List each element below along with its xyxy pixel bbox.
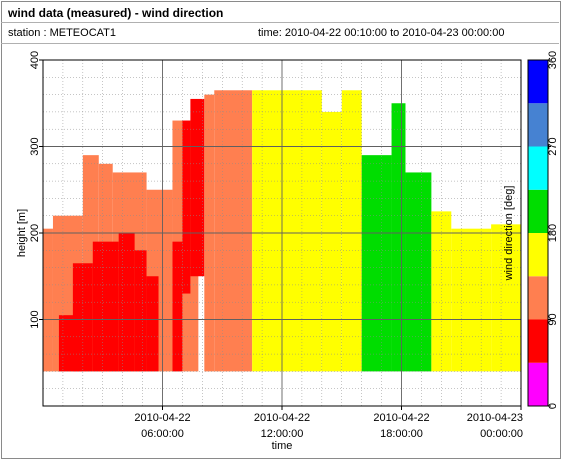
colorbar-segment xyxy=(528,362,548,406)
x-tick-label-time: 00:00:00 xyxy=(480,428,523,440)
colorbar-segment xyxy=(528,276,548,320)
colorbar-tick-label: 90 xyxy=(547,313,559,325)
data-cell xyxy=(321,111,342,372)
colorbar-segment xyxy=(528,319,548,363)
colorbar-segment xyxy=(528,60,548,104)
y-tick-label: 200 xyxy=(29,224,41,242)
data-cell xyxy=(92,241,119,372)
x-tick-label-time: 12:00:00 xyxy=(261,428,304,440)
data-cell xyxy=(405,172,432,372)
colorbar-segment xyxy=(528,103,548,147)
data-cell xyxy=(341,90,362,372)
time-range-label: time: 2010-04-22 00:10:00 to 2010-04-23 … xyxy=(258,27,505,39)
data-cell xyxy=(214,90,253,372)
x-tick-label-date: 2010-04-22 xyxy=(373,412,429,424)
data-cell xyxy=(361,155,392,372)
x-tick-label-date: 2010-04-23 xyxy=(467,412,523,424)
x-tick-label-time: 06:00:00 xyxy=(141,428,184,440)
data-cell xyxy=(134,250,147,372)
x-tick-label-date: 2010-04-22 xyxy=(134,412,190,424)
data-cell xyxy=(172,241,183,372)
station-label: station : METEOCAT1 xyxy=(8,27,116,39)
colorbar-label: wind direction [deg] xyxy=(503,186,515,282)
colorbar-segment xyxy=(528,146,548,190)
title-divider xyxy=(1,22,559,23)
colorbar-tick-label: 270 xyxy=(547,137,559,155)
chart-title: wind data (measured) - wind direction xyxy=(8,6,224,20)
y-tick-label: 300 xyxy=(29,137,41,155)
x-tick-label-date: 2010-04-22 xyxy=(254,412,310,424)
data-cell xyxy=(72,263,93,372)
data-cell xyxy=(182,120,191,294)
data-cell xyxy=(146,276,159,372)
colorbar-tick-label: 180 xyxy=(547,224,559,242)
data-cell xyxy=(252,90,322,372)
data-cell xyxy=(451,228,492,372)
data-cell xyxy=(190,98,205,277)
data-cell xyxy=(43,228,53,372)
y-tick-label: 400 xyxy=(29,51,41,69)
header-divider xyxy=(1,43,559,44)
x-tick-label-time: 18:00:00 xyxy=(380,428,423,440)
y-tick-label: 100 xyxy=(29,310,41,328)
colorbar-segment xyxy=(528,189,548,233)
colorbar-tick-label: 0 xyxy=(547,403,559,409)
data-cell xyxy=(391,103,406,372)
colorbar-segment xyxy=(528,233,548,277)
y-axis-label: height [m] xyxy=(16,209,28,257)
colorbar-tick-label: 360 xyxy=(547,51,559,69)
x-axis-label: time xyxy=(272,440,293,452)
data-cell xyxy=(491,224,521,372)
